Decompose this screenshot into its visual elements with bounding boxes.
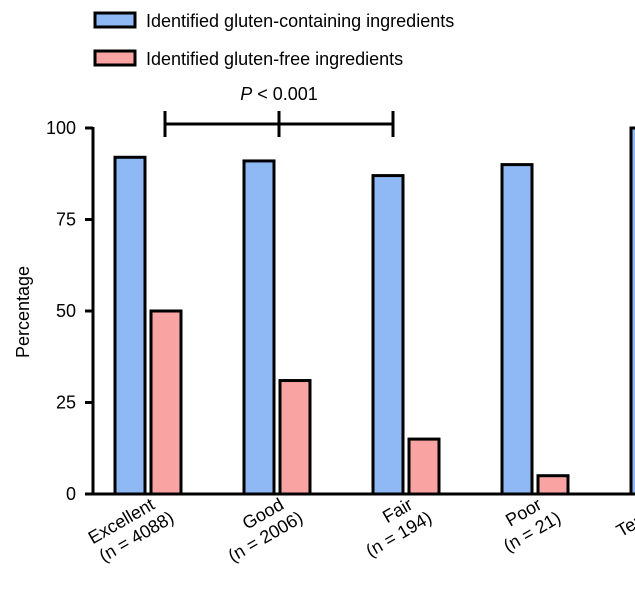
y-tick-label: 25: [56, 393, 76, 413]
x-tick-label: Fair(n = 194): [352, 489, 435, 561]
legend-swatch-gluten-containing: [93, 11, 137, 29]
bar-poor-gluten-containing: [500, 163, 534, 496]
significance-bracket: P < 0.001: [163, 84, 395, 137]
bar-excellent-gluten-containing: [113, 155, 147, 496]
y-tick-label: 0: [66, 484, 76, 504]
p-value-symbol: P: [240, 84, 252, 104]
bar-excellent-gluten-free: [149, 309, 183, 496]
legend-swatch-gluten-free: [93, 49, 137, 67]
y-tick-label: 100: [46, 118, 76, 138]
y-axis-title: Percentage: [13, 266, 33, 358]
legend-label-gluten-free: Identified gluten-free ingredients: [146, 49, 403, 69]
p-value-text: < 0.001: [252, 84, 318, 104]
x-tick-label: Excellent(n = 4088): [85, 489, 177, 566]
bar-poor-gluten-free: [536, 474, 570, 496]
bar-good-gluten-free: [278, 379, 312, 496]
legend-label-gluten-containing: Identified gluten-containing ingredients: [146, 11, 454, 31]
bar-fair-gluten-free: [407, 437, 441, 496]
p-value-annotation: P < 0.001: [240, 84, 318, 104]
bar-good-gluten-containing: [242, 159, 276, 496]
x-tick-label: Poor(n = 21): [489, 489, 564, 556]
bar-fair-gluten-containing: [371, 174, 405, 496]
x-tick-category: Terrible: [613, 494, 635, 541]
x-tick-label: Terrible(n = 3): [613, 489, 635, 559]
legend: Identified gluten-containing ingredients…: [93, 11, 454, 69]
x-tick-label: Good(n = 2006): [214, 489, 306, 566]
y-axis: 0 25 50 75 100: [46, 118, 93, 504]
y-tick-label: 50: [56, 301, 76, 321]
x-axis-labels: Excellent(n = 4088) Good(n = 2006) Fair(n …: [85, 489, 635, 566]
y-tick-label: 75: [56, 210, 76, 230]
bar-terrible-gluten-containing: [629, 126, 635, 496]
plot-bars: [113, 126, 635, 496]
